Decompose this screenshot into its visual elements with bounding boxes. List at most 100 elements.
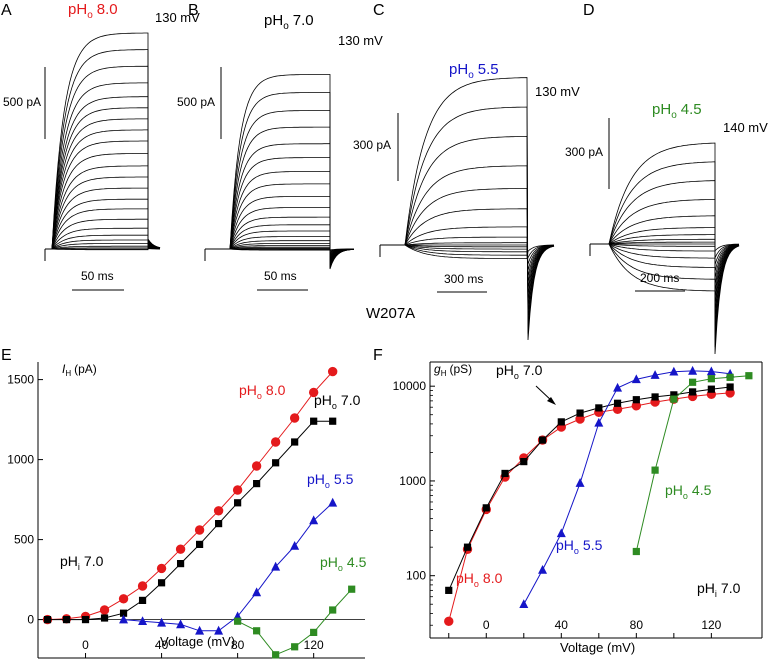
current-trace [590, 243, 740, 286]
current-trace [380, 244, 554, 259]
current-trace [380, 242, 555, 290]
data-point [214, 625, 224, 635]
construct-label: W207A [366, 305, 415, 322]
current-trace [45, 153, 161, 250]
data-point [632, 547, 640, 556]
voltage-label-d: 140 mV [723, 120, 768, 135]
data-point [232, 485, 243, 495]
current-trace [45, 245, 161, 250]
current-trace [45, 32, 161, 250]
panel-label-d: D [583, 2, 595, 19]
data-point [195, 540, 204, 548]
trace-panel-b: B pHo 7.0 130 mV 500 pA 50 ms [177, 2, 383, 291]
current-trace [590, 227, 740, 320]
data-point [463, 543, 472, 551]
data-point [444, 616, 454, 627]
data-point [272, 651, 280, 659]
current-trace [45, 49, 161, 250]
current-trace [45, 247, 160, 250]
series-label-e-ph55: pHo 5.5 [307, 471, 354, 490]
data-point [118, 594, 129, 604]
series-label-f-ph8: pHo 8.0 [456, 570, 503, 589]
current-trace [45, 65, 161, 250]
current-trace [590, 243, 740, 279]
data-point [575, 478, 585, 487]
data-point [176, 560, 185, 568]
x-tick-label: 120 [304, 638, 324, 652]
data-point [270, 437, 281, 447]
current-trace [45, 82, 161, 250]
series-line [47, 371, 334, 621]
current-trace [380, 244, 555, 277]
data-point [348, 585, 356, 593]
ph-label-d: pHo 4.5 [652, 101, 702, 121]
data-point [670, 395, 678, 403]
time-scale-label-c: 300 ms [444, 272, 483, 286]
current-trace [45, 208, 161, 250]
x-axis-label-e: Voltage (mV) [160, 634, 235, 649]
current-scale-label-b: 500 pA [177, 95, 215, 109]
current-traces-a [44, 32, 161, 261]
panel-label-e: E [1, 347, 12, 364]
current-trace [380, 244, 555, 284]
x-tick-label: 0 [82, 638, 89, 652]
current-trace [45, 198, 161, 250]
time-scale-label-d: 200 ms [640, 271, 679, 285]
current-traces-b [204, 74, 355, 270]
current-trace [45, 243, 161, 250]
trace-panel-d: D pHo 4.5 140 mV 300 pA 200 ms [565, 2, 768, 355]
data-point [156, 563, 167, 574]
current-trace [45, 234, 161, 250]
current-trace [205, 243, 355, 257]
x-tick-label: 40 [555, 618, 569, 632]
series-label-f-ph55: pHo 5.5 [556, 537, 603, 556]
y-tick-label: 500 [14, 533, 34, 547]
x-tick-label: 80 [630, 618, 644, 632]
chart-panel-f: F gH (pS) Voltage (mV) pHi 7.0 pHo 8.0 pHo 7… [373, 347, 763, 655]
data-point [613, 399, 622, 407]
data-point [651, 393, 659, 401]
current-trace [380, 244, 555, 265]
data-point [613, 382, 623, 392]
data-point [253, 480, 261, 488]
data-point [707, 375, 715, 383]
current-trace [205, 248, 354, 252]
data-point [670, 391, 678, 399]
current-trace [590, 142, 740, 355]
data-point [651, 466, 659, 474]
current-scale-label-a: 500 pA [3, 95, 41, 109]
data-point [595, 404, 603, 412]
data-point [213, 506, 224, 516]
phi-label-e: pHi 7.0 [60, 553, 104, 572]
annotation-arrowhead-f [547, 397, 556, 405]
data-point [138, 596, 147, 604]
current-trace [205, 230, 354, 260]
data-point [482, 504, 490, 512]
data-point [706, 366, 716, 376]
current-trace [205, 247, 354, 254]
current-trace [205, 74, 355, 270]
chart-panel-e: E IH (pA) Voltage (mV) pHi 7.0 pHo 8.0 pHo 7… [1, 347, 367, 659]
data-point [119, 609, 128, 617]
current-trace [590, 215, 740, 327]
current-trace [590, 243, 740, 293]
y-axis-label-f: gH (pS) [434, 362, 472, 378]
current-trace [380, 165, 555, 322]
current-trace [590, 234, 740, 313]
current-trace [590, 241, 740, 300]
series-line [523, 370, 731, 605]
current-trace [45, 176, 161, 250]
data-point [310, 417, 318, 425]
series-line [47, 420, 333, 621]
data-point [726, 373, 734, 381]
data-point [195, 625, 205, 635]
time-scale-label-a: 50 ms [81, 269, 114, 283]
voltage-label-c: 130 mV [535, 84, 580, 99]
current-trace [380, 77, 555, 341]
data-point [271, 561, 281, 571]
data-point [538, 564, 548, 574]
y-axis-label-e: IH (pA) [62, 362, 97, 378]
data-point [234, 499, 242, 507]
data-point [745, 372, 753, 380]
